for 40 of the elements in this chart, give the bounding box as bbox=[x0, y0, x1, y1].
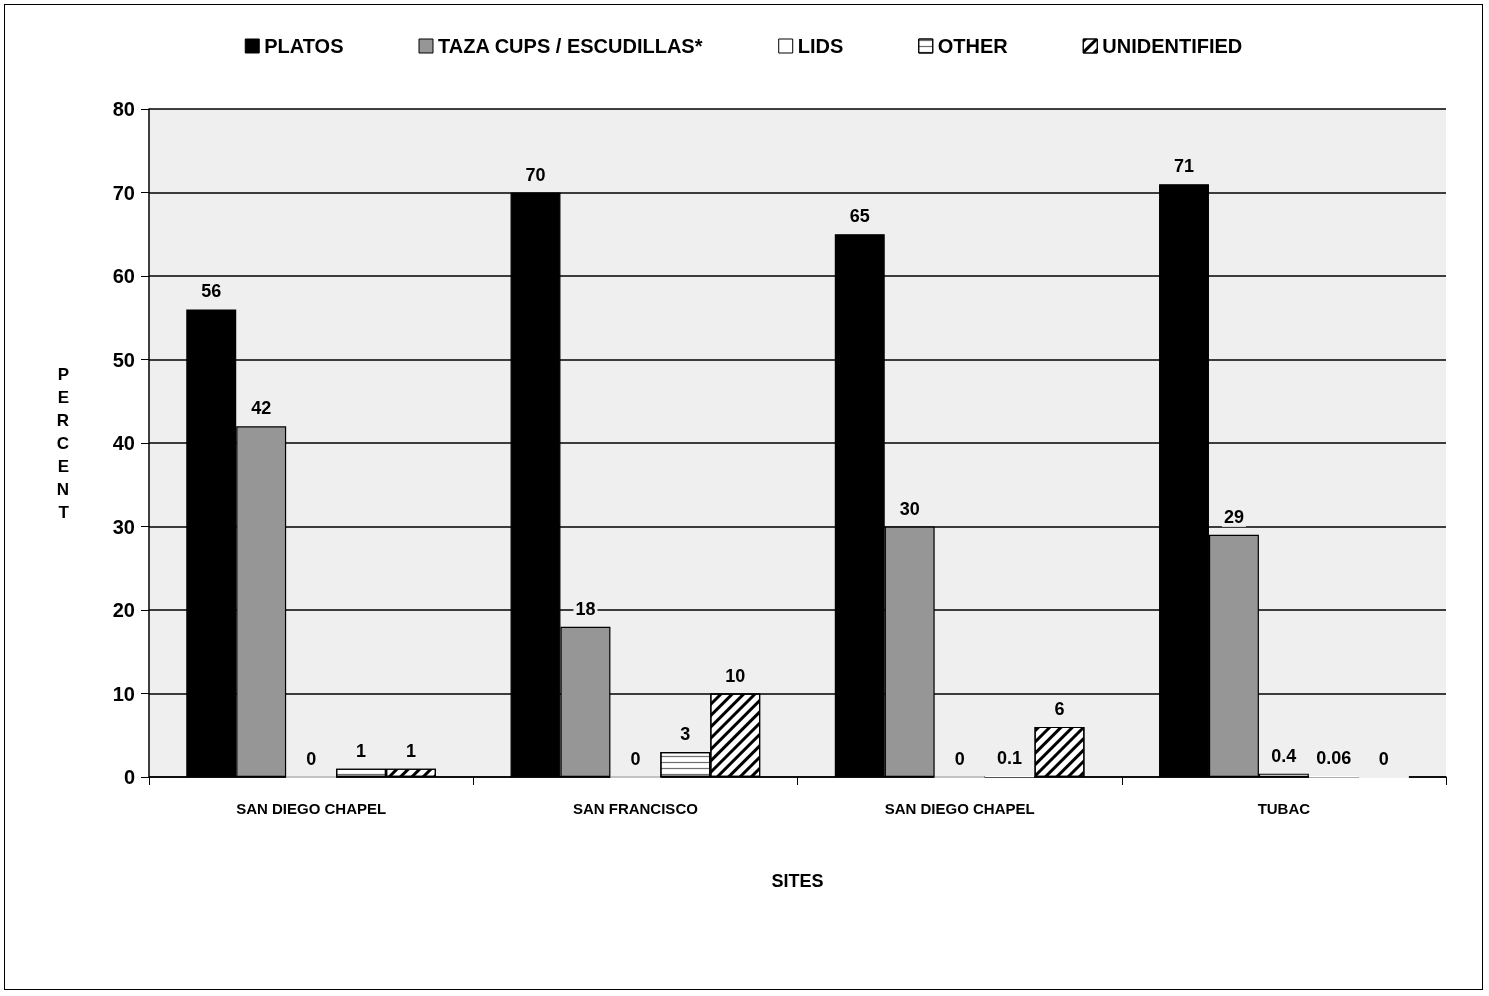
data-label: 0.1 bbox=[997, 748, 1023, 769]
legend-label: UNIDENTIFIED bbox=[1102, 35, 1243, 57]
data-label: 65 bbox=[849, 206, 870, 227]
y-tick-label: 20 bbox=[112, 599, 135, 621]
data-label: 56 bbox=[201, 281, 222, 302]
y-tick-label: 0 bbox=[123, 766, 135, 788]
data-label: 0.06 bbox=[1316, 748, 1352, 769]
y-tick-label: 70 bbox=[112, 181, 135, 204]
legend-label: OTHER bbox=[937, 35, 1009, 57]
x-tick-label: SAN DIEGO CHAPEL bbox=[884, 800, 1035, 817]
data-label: 70 bbox=[525, 164, 546, 185]
y-tick-label: 50 bbox=[112, 348, 135, 371]
data-label: 1 bbox=[356, 740, 367, 761]
x-tick-label: SAN FRANCISCO bbox=[572, 800, 699, 817]
data-label: 29 bbox=[1223, 506, 1244, 527]
y-tick-label: 30 bbox=[112, 515, 135, 538]
data-label: 30 bbox=[899, 498, 920, 519]
data-label: 0 bbox=[306, 748, 317, 769]
data-label: 0 bbox=[954, 748, 965, 769]
y-tick-label: 60 bbox=[112, 265, 135, 287]
data-label: 10 bbox=[725, 665, 746, 686]
x-axis-title: SITES bbox=[771, 871, 824, 891]
legend-label: TAZA CUPS / ESCUDILLAS* bbox=[438, 35, 703, 57]
x-tick-label: SAN DIEGO CHAPEL bbox=[236, 800, 387, 817]
legend-label: LIDS bbox=[797, 35, 844, 57]
data-label: 0 bbox=[630, 748, 641, 769]
data-label: 3 bbox=[680, 723, 691, 744]
y-tick-label: 40 bbox=[112, 432, 135, 454]
y-tick-label: 10 bbox=[112, 682, 135, 705]
data-label: 0 bbox=[1378, 748, 1389, 769]
legend-label: PLATOS bbox=[264, 35, 344, 57]
y-tick-label: 80 bbox=[112, 98, 135, 120]
data-label: 42 bbox=[251, 398, 272, 419]
y-axis-title: PERCENT bbox=[56, 364, 70, 522]
data-label: 6 bbox=[1054, 698, 1065, 719]
data-label: 18 bbox=[575, 598, 596, 619]
data-label: 1 bbox=[405, 740, 416, 761]
data-label: 71 bbox=[1173, 156, 1195, 177]
x-tick-label: TUBAC bbox=[1257, 800, 1311, 817]
data-label: 0.4 bbox=[1271, 745, 1297, 766]
